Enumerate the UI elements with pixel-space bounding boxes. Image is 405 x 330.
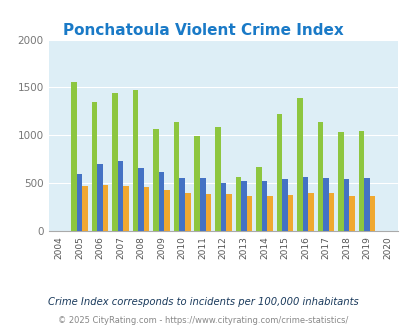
Bar [307, 193, 313, 231]
Bar [138, 168, 143, 231]
Bar [343, 179, 348, 231]
Bar [77, 174, 82, 231]
Bar [261, 181, 266, 231]
Bar [287, 195, 292, 231]
Bar [302, 177, 307, 231]
Bar [205, 194, 211, 231]
Bar [328, 193, 333, 231]
Bar [226, 194, 231, 231]
Bar [220, 183, 226, 231]
Bar [82, 185, 87, 231]
Bar [102, 185, 108, 231]
Bar [71, 82, 77, 231]
Bar [337, 132, 343, 231]
Bar [369, 196, 375, 231]
Bar [276, 114, 281, 231]
Bar [363, 178, 369, 231]
Bar [173, 122, 179, 231]
Bar [143, 187, 149, 231]
Bar [164, 190, 170, 231]
Bar [92, 102, 97, 231]
Bar [322, 178, 328, 231]
Bar [348, 196, 354, 231]
Bar [281, 179, 287, 231]
Bar [235, 177, 241, 231]
Bar [97, 164, 102, 231]
Text: Crime Index corresponds to incidents per 100,000 inhabitants: Crime Index corresponds to incidents per… [47, 297, 358, 307]
Bar [185, 193, 190, 231]
Bar [215, 127, 220, 231]
Bar [256, 167, 261, 231]
Bar [246, 196, 252, 231]
Text: © 2025 CityRating.com - https://www.cityrating.com/crime-statistics/: © 2025 CityRating.com - https://www.city… [58, 315, 347, 325]
Bar [158, 172, 164, 231]
Bar [266, 196, 272, 231]
Bar [317, 122, 322, 231]
Bar [112, 93, 117, 231]
Bar [123, 185, 129, 231]
Bar [194, 136, 200, 231]
Bar [200, 178, 205, 231]
Bar [296, 98, 302, 231]
Bar [241, 181, 246, 231]
Bar [358, 131, 363, 231]
Bar [132, 90, 138, 231]
Bar [153, 129, 158, 231]
Bar [117, 161, 123, 231]
Bar [179, 178, 185, 231]
Text: Ponchatoula Violent Crime Index: Ponchatoula Violent Crime Index [62, 23, 343, 38]
